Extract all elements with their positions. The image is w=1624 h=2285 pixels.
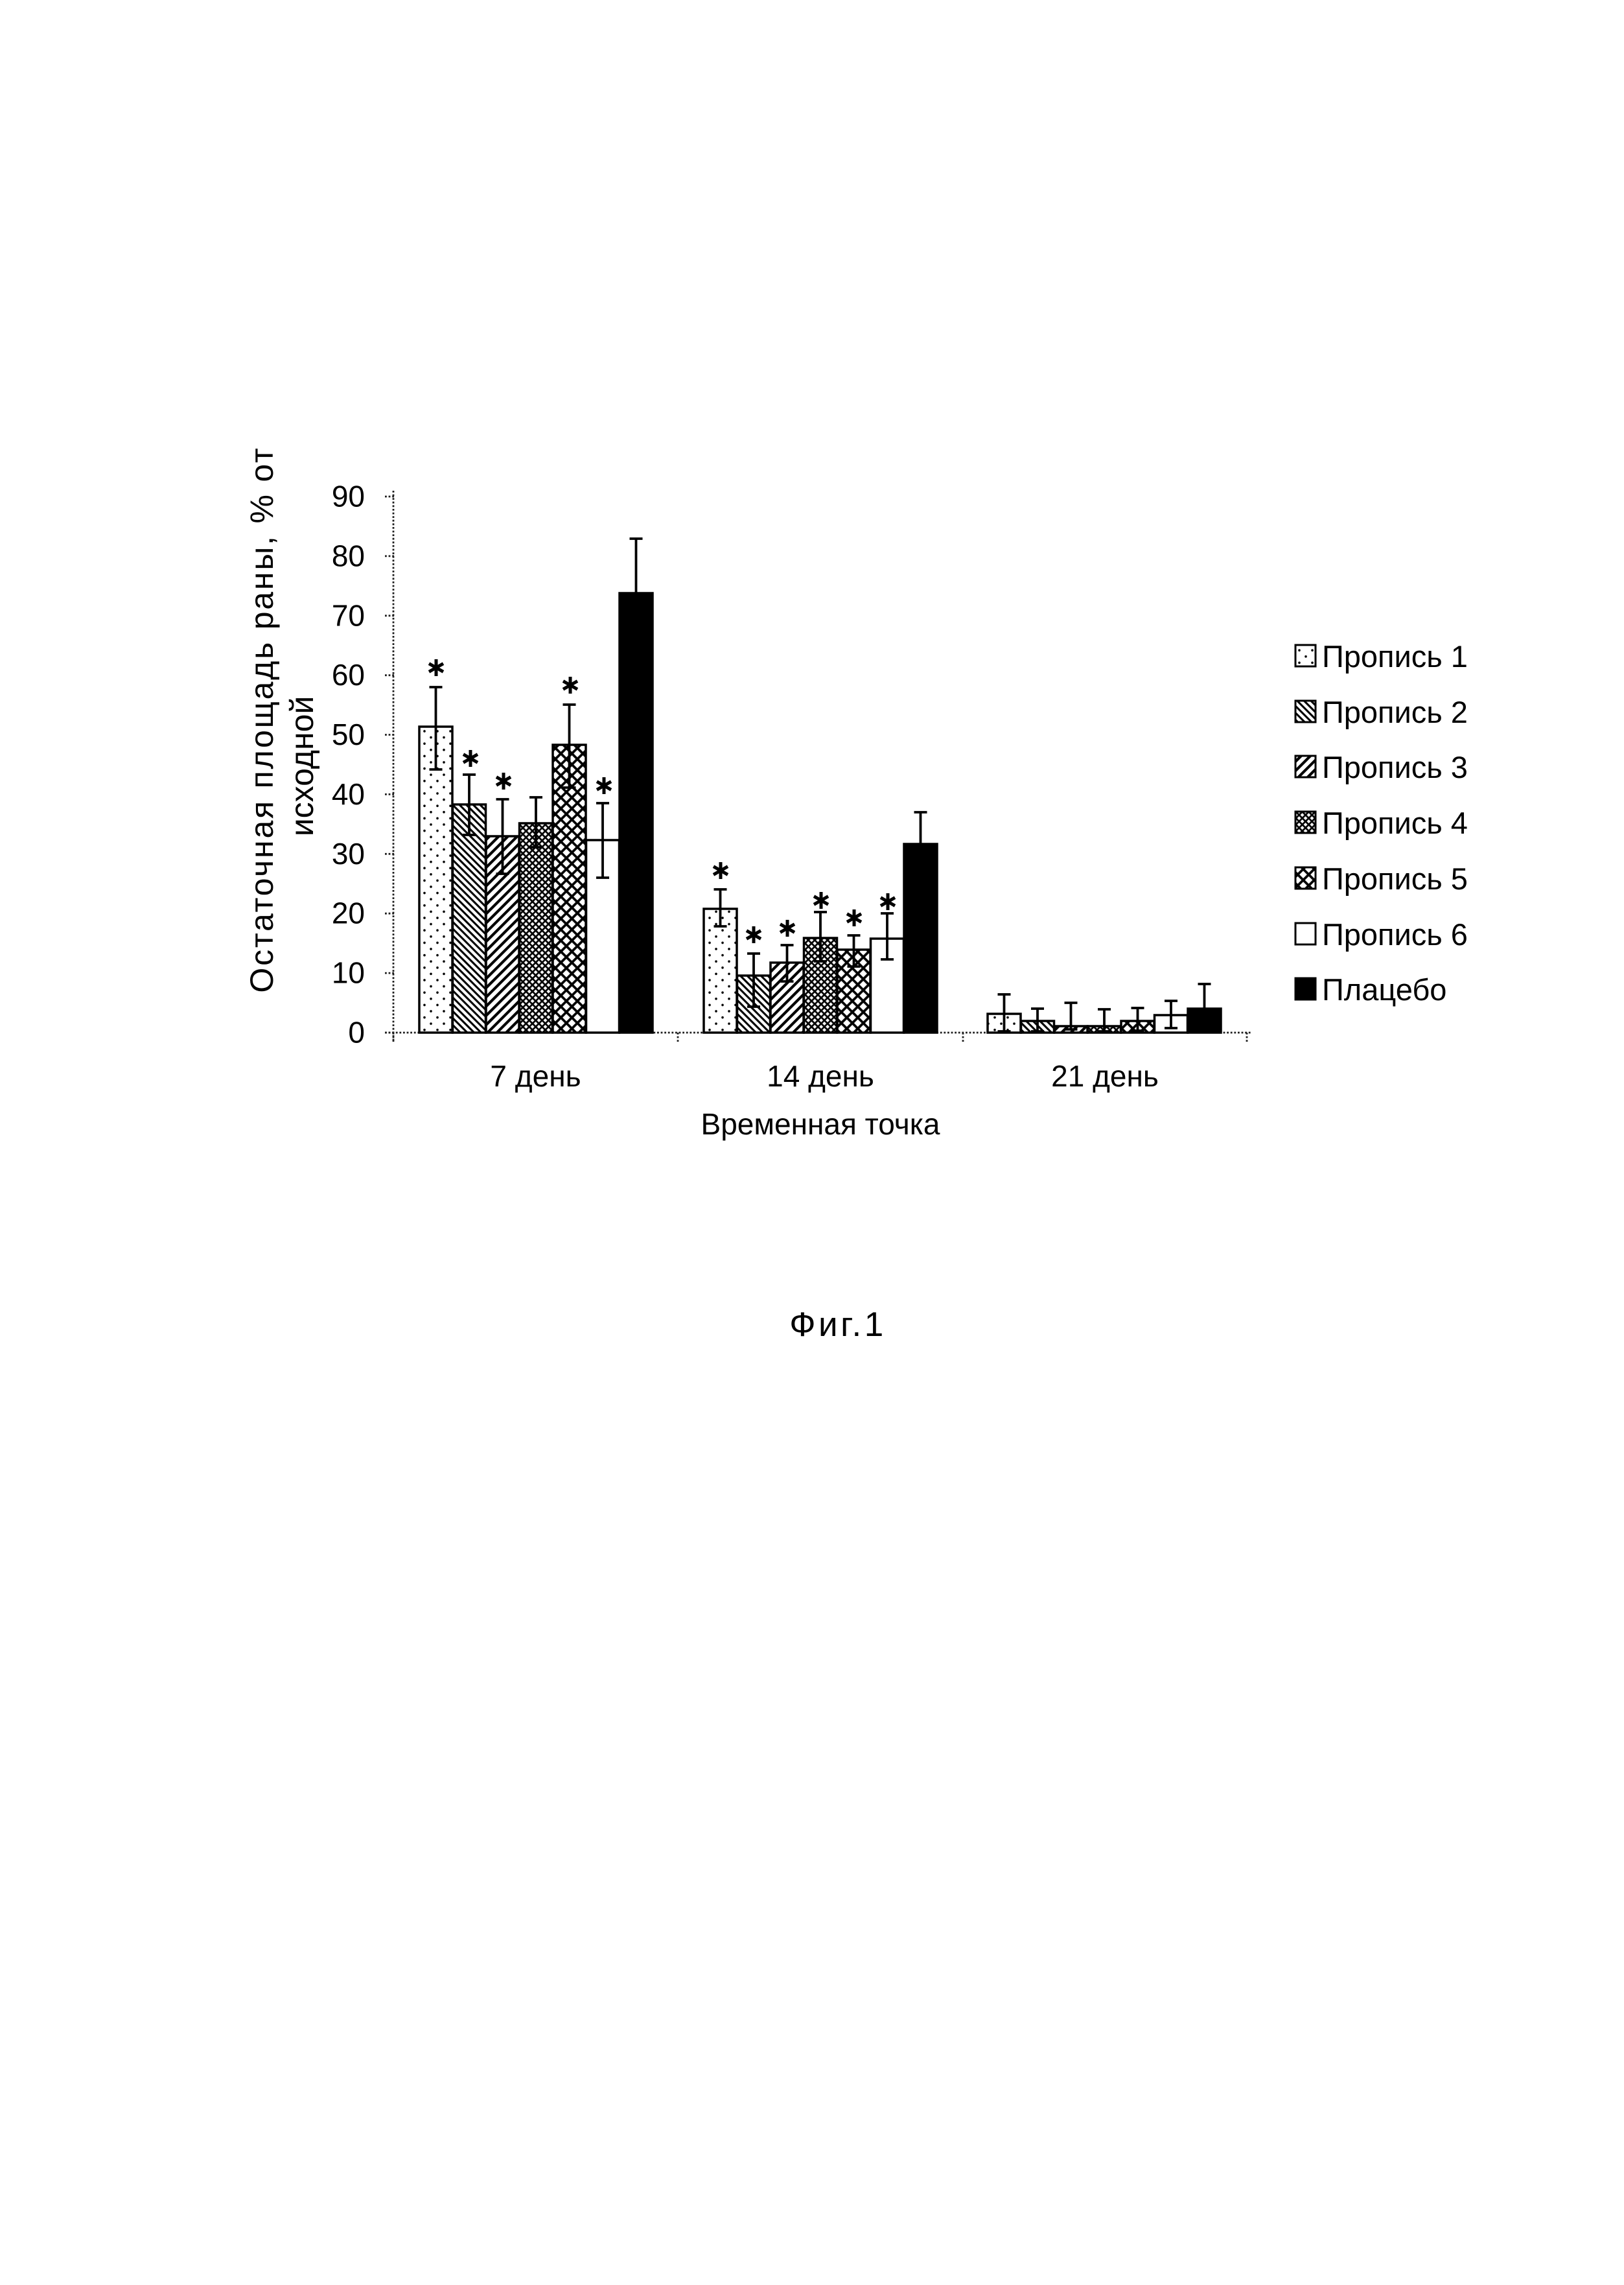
svg-text:Пропись 1: Пропись 1 [1322, 639, 1468, 674]
svg-text:14 день: 14 день [767, 1059, 874, 1093]
svg-text:21 день: 21 день [1051, 1059, 1159, 1093]
svg-text:70: 70 [332, 598, 365, 632]
svg-text:0: 0 [348, 1016, 365, 1049]
svg-text:90: 90 [332, 480, 365, 513]
svg-text:Пропись 2: Пропись 2 [1322, 695, 1468, 729]
svg-text:исходной: исходной [284, 696, 320, 837]
svg-text:Пропись 5: Пропись 5 [1322, 861, 1468, 896]
svg-text:Временная точка: Временная точка [701, 1107, 940, 1141]
svg-text:60: 60 [332, 658, 365, 692]
svg-text:Плацебо: Плацебо [1322, 972, 1446, 1007]
svg-text:50: 50 [332, 718, 365, 751]
svg-text:Пропись 3: Пропись 3 [1322, 750, 1468, 784]
svg-text:80: 80 [332, 539, 365, 572]
svg-text:Пропись 4: Пропись 4 [1322, 806, 1468, 840]
svg-text:40: 40 [332, 777, 365, 811]
svg-text:Фиг.1: Фиг.1 [789, 1306, 886, 1344]
svg-text:30: 30 [332, 837, 365, 871]
svg-text:7 день: 7 день [490, 1059, 581, 1093]
svg-text:10: 10 [332, 956, 365, 990]
svg-text:20: 20 [332, 896, 365, 930]
svg-text:Пропись 6: Пропись 6 [1322, 917, 1468, 952]
svg-text:Остаточная площадь раны, % от: Остаточная площадь раны, % от [244, 446, 280, 992]
